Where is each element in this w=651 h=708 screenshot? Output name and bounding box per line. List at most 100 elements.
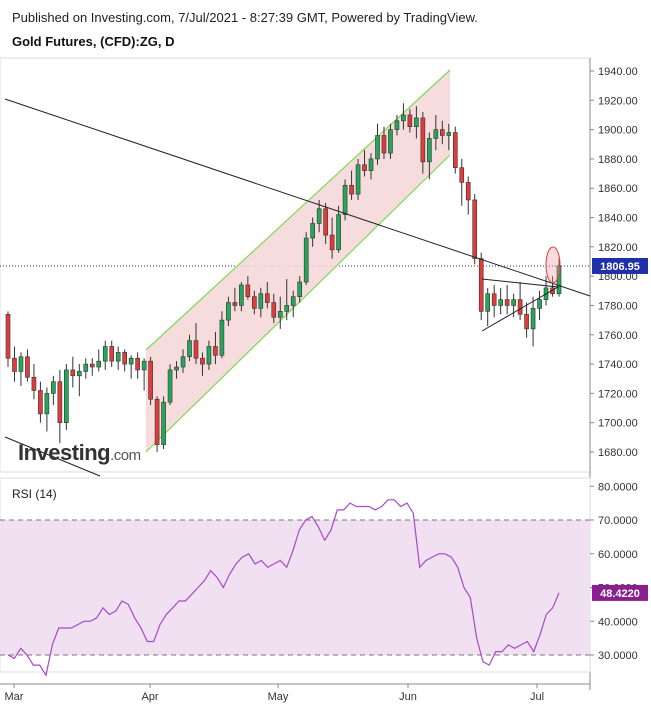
candle-body [219, 319, 225, 356]
candle-body [64, 369, 69, 423]
candle-body [109, 346, 115, 362]
candle-body [329, 234, 335, 251]
candle-body [25, 356, 30, 378]
candle-body [96, 360, 102, 368]
candle-body [362, 164, 367, 171]
candle-body [401, 114, 406, 122]
candle-body [336, 214, 341, 251]
investing-logo: Investing.com [18, 440, 141, 466]
time-tick-label: Jun [399, 691, 417, 703]
last-price-tag [592, 257, 648, 274]
price-tick-label: 1700.00 [598, 418, 638, 430]
rsi-label: RSI (14) [12, 487, 57, 501]
candle-body [381, 135, 387, 154]
candle-body [38, 390, 43, 415]
candle-body [128, 357, 134, 365]
candle-body [478, 258, 484, 312]
price-tick-label: 1820.00 [598, 242, 638, 254]
candle-body [277, 311, 283, 318]
time-axis: Mar Apr May Jun Jul [0, 683, 590, 703]
rsi-tick-label: 60.0000 [598, 549, 638, 561]
candle-body [485, 293, 491, 312]
candle-body [31, 376, 37, 391]
candle-body [167, 369, 173, 403]
candle-body [122, 352, 127, 365]
candle-body [115, 352, 121, 362]
candle-body [141, 360, 147, 371]
candle-body [252, 296, 257, 309]
highlight-ellipse [545, 246, 561, 284]
candle-body [284, 305, 290, 312]
candle-body [537, 299, 542, 309]
rsi-value-tag-label: 48.4220 [600, 588, 640, 600]
rsi-tick-label: 40.0000 [598, 616, 638, 628]
rsi-value-tag [592, 584, 648, 601]
candle-body [83, 363, 89, 372]
candle-body [174, 366, 179, 371]
candle-body [452, 132, 458, 169]
channel-upper-line [145, 69, 451, 351]
lower-trendline [4, 436, 101, 477]
price-tick-label: 1920.00 [598, 95, 638, 107]
candle-body [355, 164, 361, 195]
logo-brand: Investing [18, 440, 111, 465]
candle-body [154, 398, 160, 445]
candle-body [213, 346, 218, 356]
candle-body [368, 158, 374, 171]
candle-body [51, 381, 56, 394]
price-tick-label: 1800.00 [598, 271, 638, 283]
candle-body [70, 369, 76, 377]
candle-body [76, 371, 82, 377]
candle-body [310, 223, 315, 239]
price-tick-label: 1720.00 [598, 388, 638, 400]
rsi-line [7, 499, 560, 677]
rsi-tick-label: 70.0000 [598, 515, 638, 527]
falling-trendline [4, 98, 591, 297]
candle-body [517, 299, 523, 315]
candle-body [135, 357, 140, 371]
price-tick-label: 1900.00 [598, 125, 638, 137]
candle-body [206, 346, 212, 365]
candle-body [303, 237, 309, 283]
candle-body [323, 208, 328, 236]
candle-body [530, 308, 536, 330]
candle-body [193, 340, 199, 359]
candle-body [5, 313, 11, 359]
last-price-tag-label: 1806.95 [600, 261, 640, 273]
candle-body [89, 363, 95, 368]
time-tick-label: Jul [530, 691, 544, 703]
triangle-pattern [481, 278, 560, 332]
rsi-tick-label: 80.0000 [598, 481, 638, 493]
candle-body [375, 135, 380, 160]
trendlines [4, 98, 591, 477]
candle-body [271, 302, 277, 318]
candle-body [187, 340, 192, 358]
value-tags: 1806.95 48.4220 [592, 257, 648, 601]
candle-body [349, 185, 354, 195]
candle-body [180, 356, 186, 368]
candle-body [342, 185, 348, 215]
candle-body [414, 117, 419, 127]
rsi-panel: 30.000040.000050.000060.000070.000080.00… [0, 477, 638, 677]
candlestick-series [5, 103, 562, 452]
candle-body [258, 293, 264, 309]
price-tick-label: 1840.00 [598, 213, 638, 225]
candle-body [161, 401, 166, 445]
candle-body [465, 182, 471, 201]
candle-body [427, 138, 432, 163]
candle-body [446, 132, 452, 136]
candle-body [420, 117, 426, 163]
price-tick-label: 1780.00 [598, 300, 638, 312]
candle-body [407, 114, 413, 127]
price-tick-label: 1880.00 [598, 154, 638, 166]
time-tick-label: Apr [141, 691, 158, 703]
candle-body [440, 129, 445, 136]
candle-body [297, 281, 303, 297]
channel-lower-line [145, 154, 451, 453]
candle-body [200, 357, 205, 365]
candle-body [459, 167, 465, 183]
price-tick-label: 1760.00 [598, 330, 638, 342]
candle-body [498, 299, 503, 306]
candle-body [491, 293, 497, 306]
